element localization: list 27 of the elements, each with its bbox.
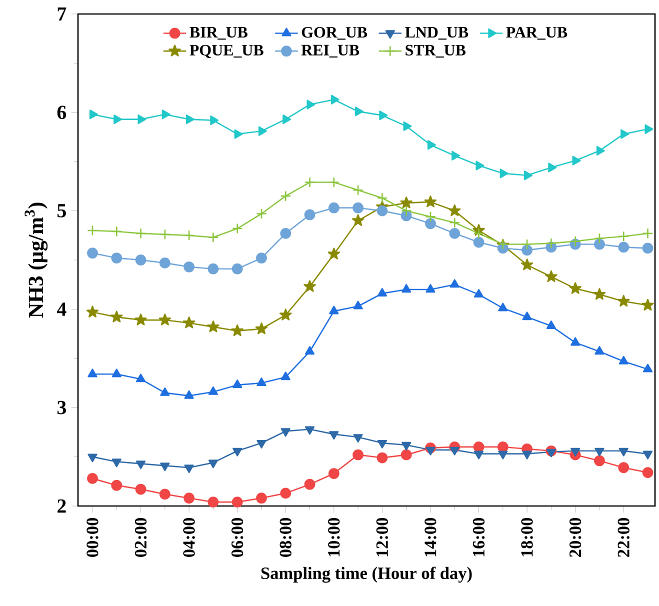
legend-label: LND_UB [405,27,468,40]
y-tick-label: 6 [57,106,66,120]
x-tick-label: 08:00 [280,518,292,557]
x-tick-label: 14:00 [424,518,436,556]
x-tick-label: 06:00 [231,518,244,557]
x-tick-label: 12:00 [376,518,388,556]
x-tick-label: 22:00 [618,518,630,557]
y-tick-label: 3 [57,400,66,414]
legend-label: GOR_UB [302,26,368,40]
legend-label: BIR_UB [190,27,248,40]
legend-label: STR_UB [406,44,466,58]
y-tick-label: 4 [56,302,66,316]
y-tick-label: 2 [58,499,66,513]
y-tick-label: 5 [57,204,66,218]
x-axis-title: Sampling time (Hour of day) [261,566,472,583]
legend-label: PAR_UB [506,26,568,40]
x-tick-label: 18:00 [521,518,533,556]
x-tick-label: 10:00 [328,518,340,556]
legend-label: PQUE_UB [190,44,264,58]
x-tick-label: 16:00 [472,518,485,556]
x-tick-label: 00:00 [86,518,98,557]
x-tick-label: 20:00 [569,518,582,557]
y-tick-label: 7 [58,7,66,21]
x-tick-label: 04:00 [183,518,195,557]
legend-label: REI_UB [301,44,360,58]
x-tick-label: 02:00 [134,518,147,557]
y-axis-title: NH3 (μg/m$^{3}$) [24,202,48,318]
